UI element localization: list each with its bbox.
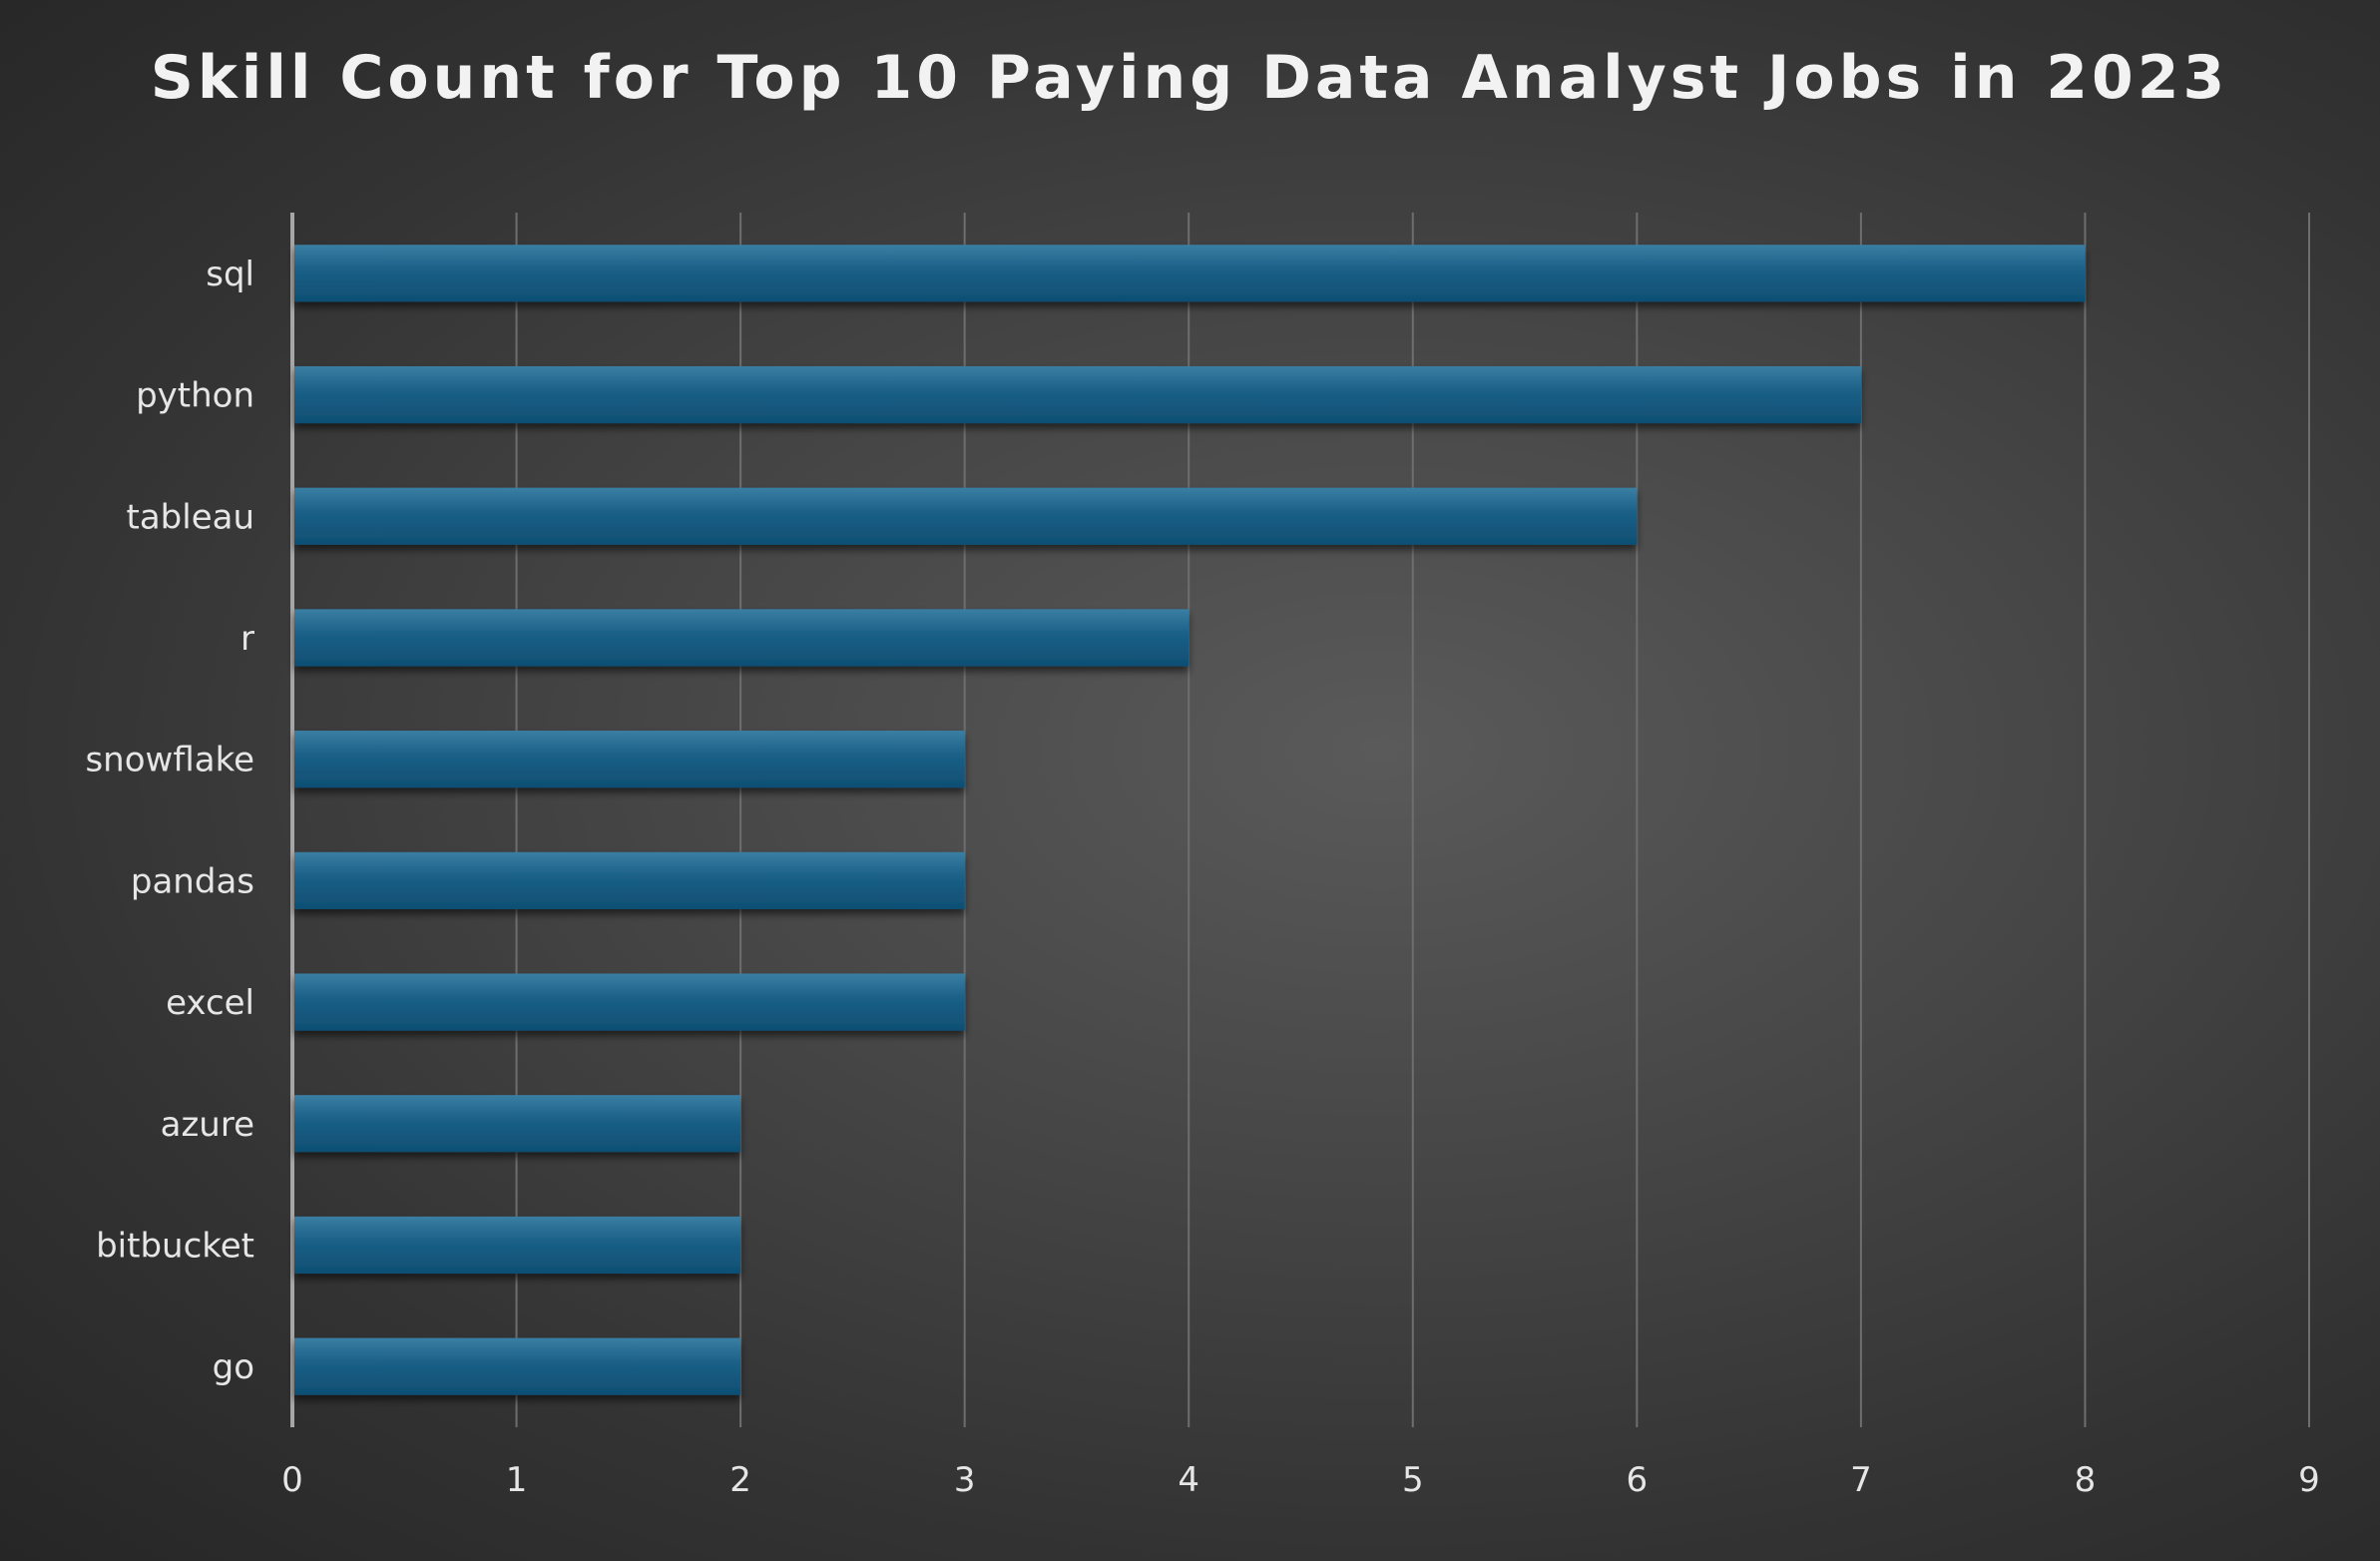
bar-azure [294,1095,741,1153]
x-tick-labels: 0 1 2 3 4 5 6 7 8 9 [281,1460,2320,1500]
x-tick-label-4: 4 [1178,1460,1199,1500]
x-tick-label-3: 3 [954,1460,976,1500]
x-tick-label-8: 8 [2075,1460,2097,1500]
bar-go [294,1337,741,1395]
bar-pandas [294,851,965,909]
chart-title: Skill Count for Top 10 Paying Data Analy… [151,43,2229,113]
x-tick-label-5: 5 [1402,1460,1424,1500]
x-tick-label-1: 1 [506,1460,528,1500]
bar-r [294,609,1190,667]
x-tick-label-0: 0 [281,1460,303,1500]
x-tick-label-9: 9 [2298,1460,2320,1500]
bar-tableau [294,487,1638,545]
bars [294,245,2086,1395]
category-label-sql: sql [206,255,254,294]
x-tick-label-7: 7 [1850,1460,1872,1500]
x-tick-label-2: 2 [729,1460,751,1500]
category-label-bitbucket: bitbucket [96,1226,254,1266]
bar-python [294,365,1861,424]
x-tick-label-6: 6 [1627,1460,1649,1500]
bar-bitbucket [294,1216,741,1275]
category-label-python: python [136,376,254,416]
category-label-snowflake: snowflake [85,741,254,780]
bar-snowflake [294,731,965,788]
bar-sql [294,245,2086,302]
category-label-tableau: tableau [127,497,255,537]
category-labels: sql python tableau r snowflake pandas excel azu… [85,255,254,1387]
bar-excel [294,973,965,1031]
category-label-azure: azure [161,1105,254,1145]
category-label-r: r [240,619,254,659]
category-label-pandas: pandas [131,861,254,901]
category-label-excel: excel [166,983,254,1023]
category-label-go: go [213,1347,254,1387]
